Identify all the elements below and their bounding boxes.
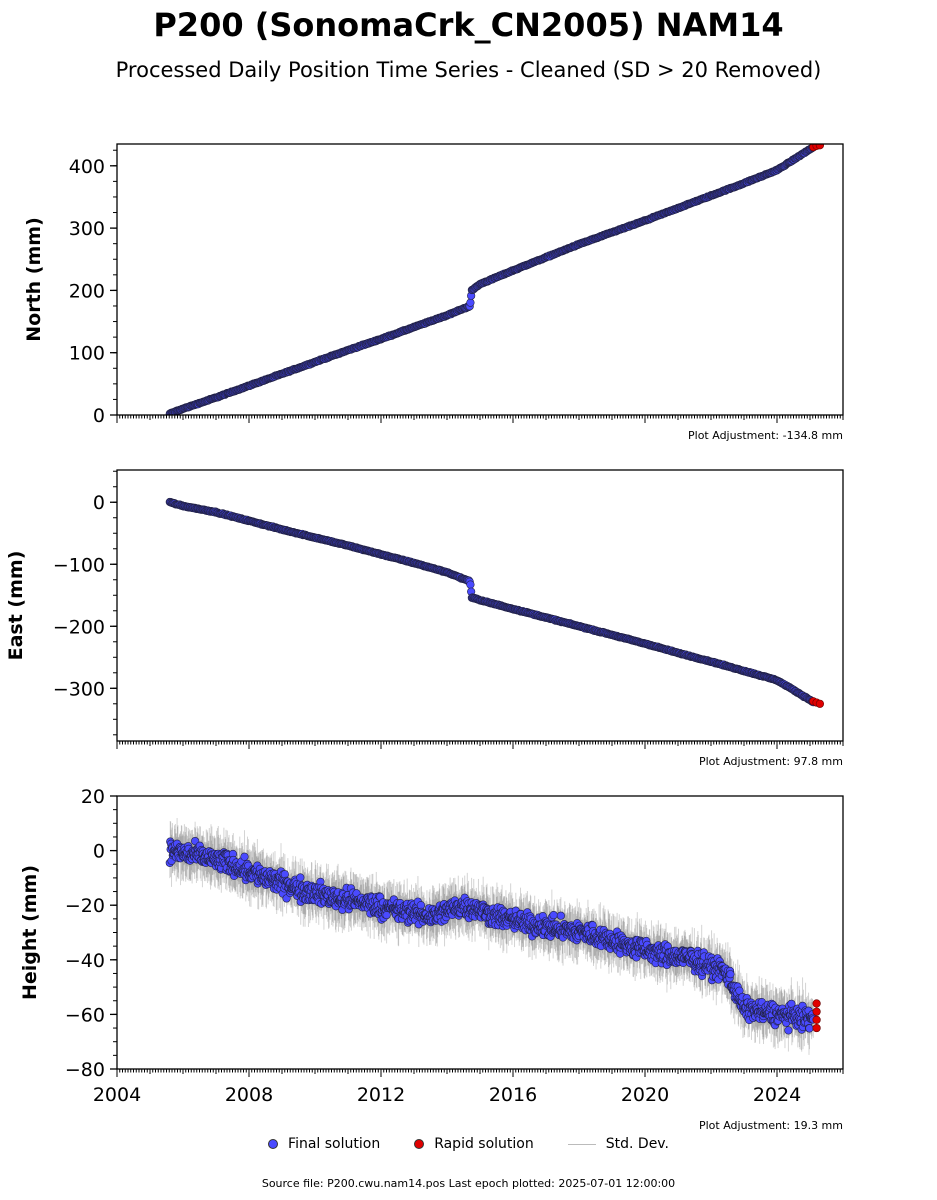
legend-final-label: Final solution <box>288 1136 381 1152</box>
y-tick-label: 100 <box>69 343 105 365</box>
rapid-points <box>809 697 825 708</box>
stddev-lines <box>169 818 814 1055</box>
y-tick-label: 0 <box>93 492 105 514</box>
y-tick-label: 0 <box>93 405 105 427</box>
legend-final: Final solution <box>268 1136 380 1152</box>
final-point <box>556 911 565 920</box>
y-tick-label: −200 <box>53 616 105 638</box>
source-footer: Source file: P200.cwu.nam14.pos Last epo… <box>261 1177 676 1190</box>
y-tick-label: −100 <box>53 554 105 576</box>
final-point <box>280 870 289 879</box>
y-axis-label: Height (mm) <box>19 865 41 1000</box>
legend: Final solution Rapid solution Std. Dev. <box>0 1136 937 1152</box>
final-point <box>726 970 735 979</box>
stddev-line-marker <box>567 1143 596 1145</box>
y-tick-label: −300 <box>53 678 105 700</box>
rapid-point <box>815 699 825 708</box>
x-tick-label: 2008 <box>225 1084 273 1106</box>
final-points <box>165 497 818 707</box>
x-tick-label: 2004 <box>93 1084 141 1106</box>
rapid-solution-marker <box>414 1139 425 1149</box>
plot-adjustment: Plot Adjustment: 97.8 mm <box>699 755 843 768</box>
final-point <box>382 910 391 920</box>
y-tick-label: −60 <box>65 1004 105 1026</box>
y-tick-label: 200 <box>69 280 105 302</box>
final-solution-marker <box>268 1139 279 1149</box>
panel-north: 0 100 200 300 400 North (mm) Plot Adjustment: … <box>23 143 844 442</box>
x-tick-label: 2020 <box>621 1084 669 1106</box>
rapid-points <box>812 999 821 1033</box>
y-tick-label: 20 <box>81 786 105 808</box>
final-point <box>466 298 475 307</box>
figure-title: P200 (SonomaCrk_CN2005) NAM14 <box>153 6 784 44</box>
plot-area <box>165 818 821 1055</box>
final-points <box>165 144 818 415</box>
rapid-point <box>812 1007 821 1016</box>
final-point <box>296 873 305 882</box>
y-tick-label: 0 <box>93 841 105 863</box>
legend-rapid: Rapid solution <box>414 1136 534 1152</box>
final-point <box>805 1024 814 1033</box>
y-tick-label: −20 <box>65 895 105 917</box>
legend-stddev: Std. Dev. <box>567 1136 669 1152</box>
final-point <box>549 911 558 920</box>
final-point <box>240 852 249 861</box>
x-tick-label: 2024 <box>753 1084 801 1106</box>
plot-area <box>165 497 825 708</box>
final-point <box>784 1026 793 1035</box>
legend-stddev-label: Std. Dev. <box>605 1136 669 1152</box>
y-tick-label: −40 <box>65 950 105 972</box>
final-point <box>466 580 475 589</box>
rapid-point <box>812 1023 821 1033</box>
panel-height: 20 0 −20 −40 −60 −80 2004 2008 2012 2016 2020 2024 H… <box>19 786 844 1132</box>
plot-adjustment: Plot Adjustment: -134.8 mm <box>688 429 843 442</box>
x-tick-label: 2016 <box>489 1084 537 1106</box>
y-tick-label: −80 <box>65 1059 105 1081</box>
plot-adjustment: Plot Adjustment: 19.3 mm <box>699 1119 843 1132</box>
final-points <box>165 836 818 1035</box>
figure-subtitle: Processed Daily Position Time Series - C… <box>115 58 822 82</box>
rapid-point <box>812 1015 821 1024</box>
rapid-point <box>815 144 824 150</box>
panel-east: 0 −100 −200 −300 East (mm) Plot Adjustment: 9… <box>5 469 844 768</box>
x-tick-label: 2012 <box>357 1084 405 1106</box>
y-tick-label: 400 <box>69 156 105 178</box>
plot-area <box>165 144 824 415</box>
rapid-point <box>812 999 821 1008</box>
y-axis-label: East (mm) <box>5 551 27 661</box>
rapid-points <box>809 144 824 152</box>
y-tick-label: 300 <box>69 218 105 240</box>
legend-rapid-label: Rapid solution <box>434 1136 534 1152</box>
y-axis-label: North (mm) <box>23 217 45 342</box>
